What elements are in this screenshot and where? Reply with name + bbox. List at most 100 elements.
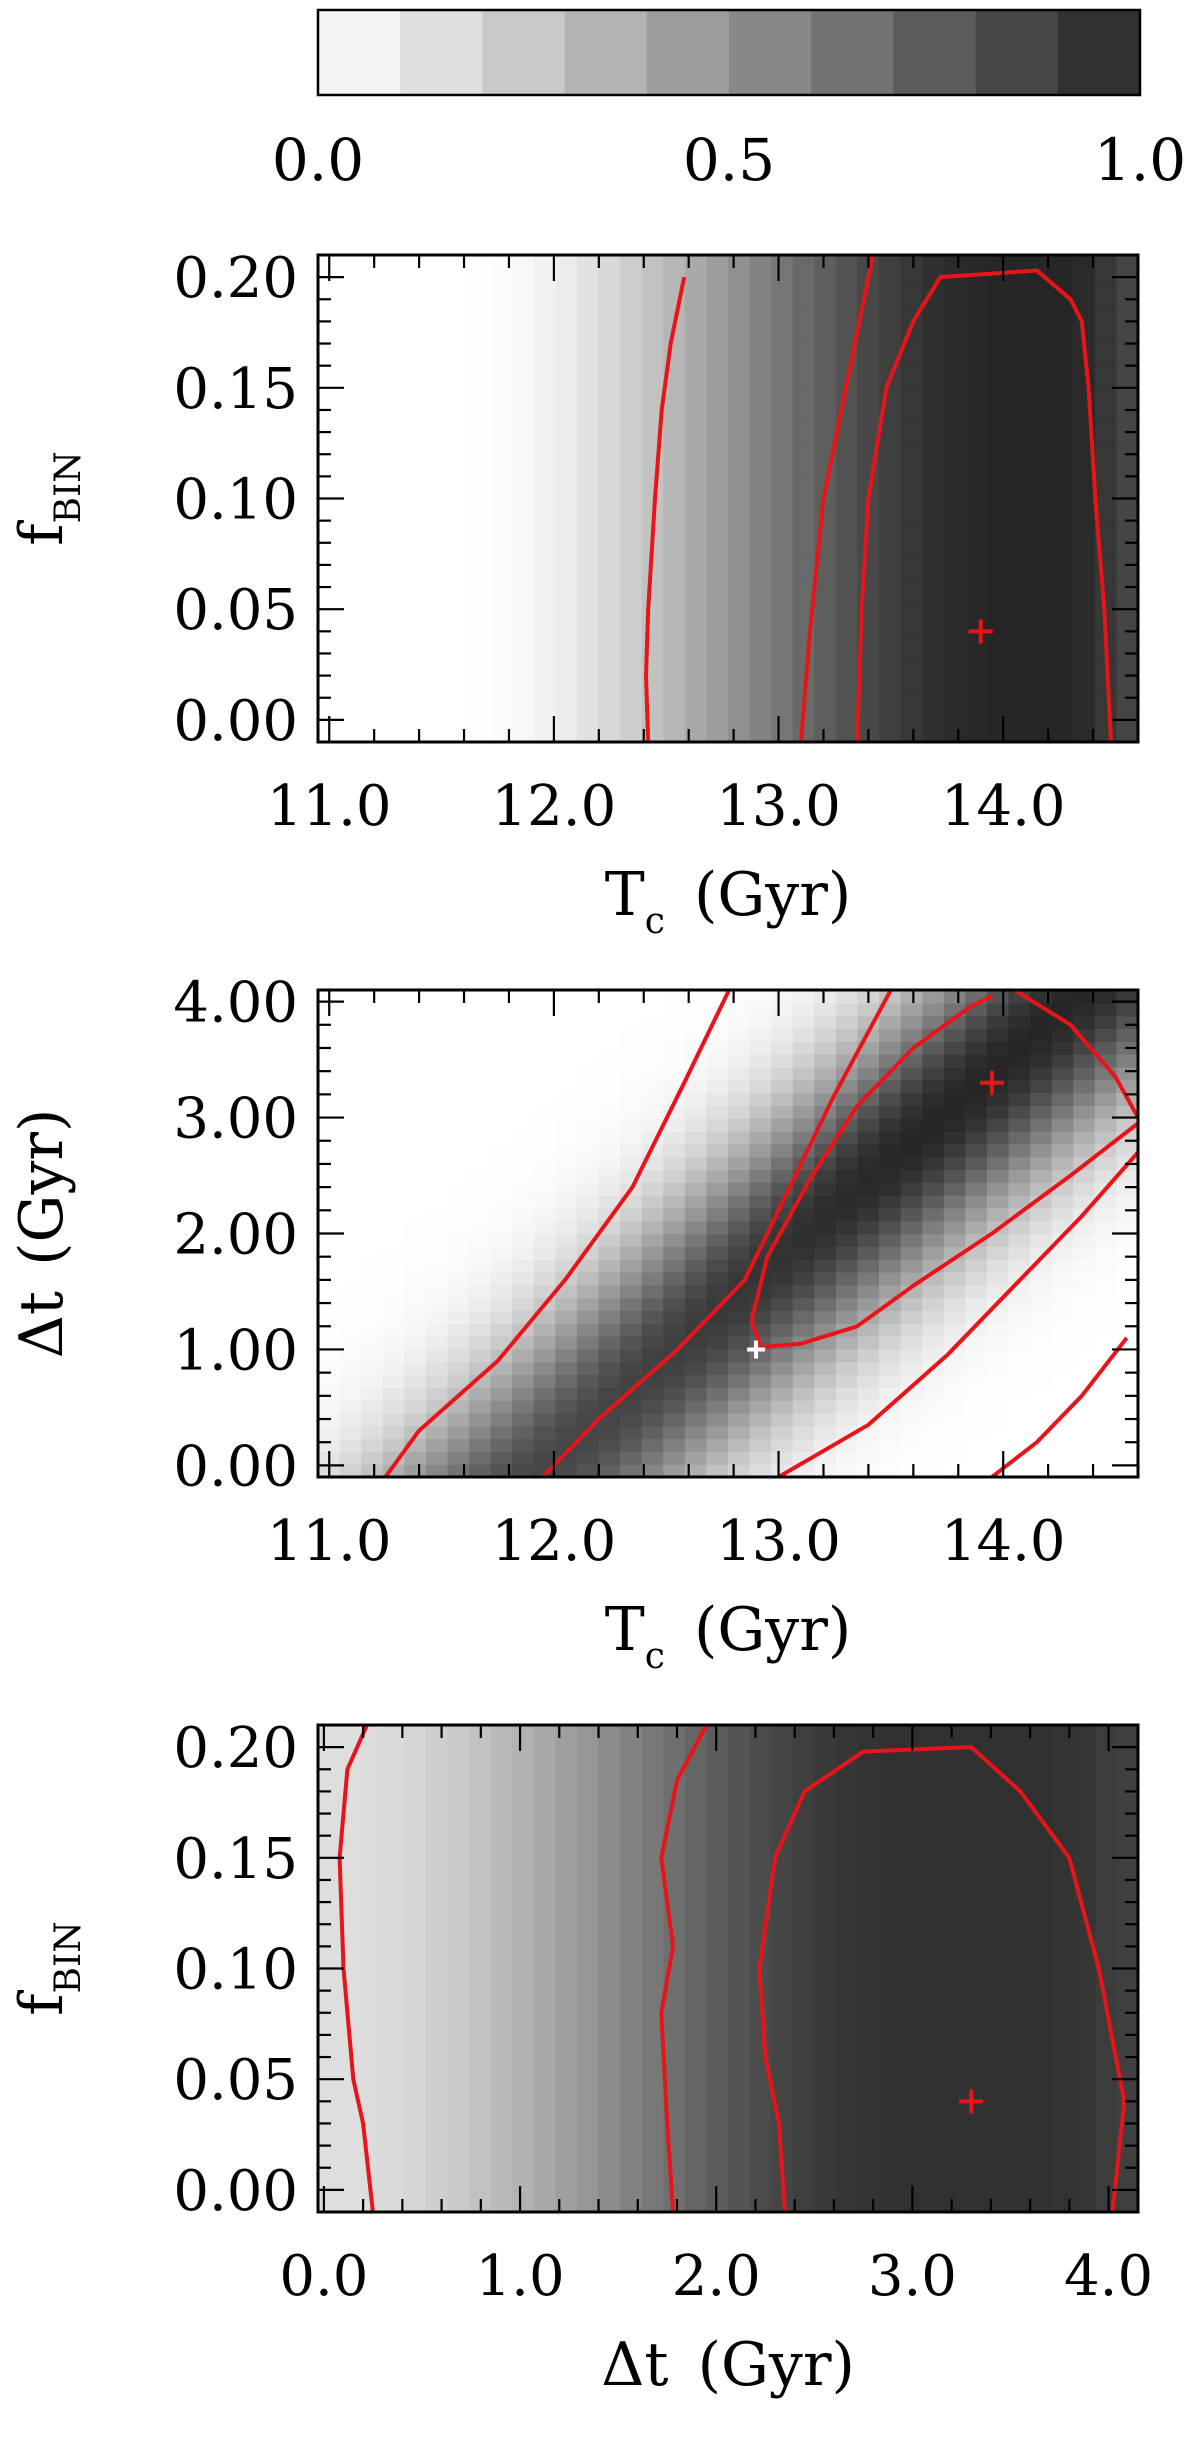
heatmap-cell: [1051, 1348, 1074, 1363]
heatmap-cell: [404, 1752, 427, 1780]
heatmap-cell: [965, 1233, 988, 1247]
heatmap-cell: [943, 2076, 966, 2105]
heatmap-cell: [1008, 1387, 1031, 1401]
heatmap-cell: [1073, 1968, 1096, 1997]
heatmap-cell: [512, 1833, 535, 1861]
x-axis-title-sub: c: [645, 1636, 665, 1677]
heatmap-cell: [318, 471, 341, 500]
heatmap-cell: [814, 1374, 837, 1388]
heatmap-cell: [835, 309, 859, 337]
heatmap-cell: [749, 1779, 772, 1807]
heatmap-cell: [814, 1246, 837, 1260]
heatmap-cell: [339, 1361, 362, 1376]
heatmap-cell: [1094, 1233, 1118, 1247]
heatmap-cell: [965, 525, 988, 554]
heatmap-cell: [447, 1207, 470, 1222]
heatmap-cell: [728, 1361, 751, 1376]
heatmap-cell: [922, 579, 945, 608]
heatmap-cell: [986, 1860, 1010, 1888]
heatmap-cell: [425, 1412, 449, 1427]
heatmap-cell: [555, 1752, 578, 1780]
heatmap-cell: [339, 282, 362, 310]
contour-lines: [383, 990, 1138, 1477]
heatmap-cell: [404, 2022, 427, 2051]
heatmap-cell: [857, 1887, 880, 1915]
heatmap-cell: [900, 660, 923, 689]
heatmap-cell: [447, 2130, 470, 2159]
heatmap-cell: [943, 2049, 966, 2078]
heatmap-cell: [598, 1323, 621, 1337]
heatmap-cell: [469, 282, 492, 310]
heatmap-cell: [706, 1079, 729, 1094]
heatmap-cell: [943, 606, 966, 635]
heatmap-cell: [814, 687, 837, 716]
heatmap-cell: [1116, 2157, 1139, 2186]
heatmap-cell: [533, 1182, 556, 1196]
heatmap-cell: [792, 1002, 815, 1017]
heatmap-cell: [339, 1054, 362, 1068]
heatmap-cell: [620, 2103, 643, 2132]
heatmap-cell: [404, 1284, 427, 1299]
heatmap-cell: [361, 1806, 384, 1834]
heatmap-cell: [490, 1284, 513, 1299]
colorbar-tick-label: 0.0: [272, 126, 364, 194]
heatmap-cell: [835, 1195, 859, 1209]
heatmap-cell: [986, 417, 1010, 445]
heatmap-cell: [792, 552, 815, 581]
heatmap-cell: [512, 1438, 535, 1452]
heatmap-cell: [857, 1400, 880, 1414]
heatmap-cell: [1094, 1195, 1118, 1209]
colorbar-level-6: [811, 10, 894, 95]
heatmap-cell: [814, 1169, 837, 1183]
heatmap-cell: [1051, 1195, 1074, 1209]
heatmap-cell: [749, 1195, 772, 1209]
heatmap-cell: [922, 1310, 945, 1324]
heatmap-cell: [533, 1438, 556, 1452]
heatmap-cell: [382, 2130, 405, 2159]
heatmap-cell: [404, 336, 427, 364]
heatmap-cell: [1073, 1412, 1096, 1427]
heatmap-cell: [965, 1361, 988, 1376]
heatmap-cell: [749, 1182, 772, 1196]
heatmap-cell: [879, 1182, 902, 1196]
heatmap-cell: [857, 1271, 880, 1286]
heatmap-cell: [1073, 498, 1096, 527]
y-axis-title-sub: BIN: [48, 1921, 89, 1993]
heatmap-cell: [835, 1833, 859, 1861]
heatmap-cell: [576, 579, 600, 608]
heatmap-cell: [533, 1806, 556, 1834]
y-axis-title-unit: (Gyr): [7, 1109, 77, 1266]
heatmap-cell: [771, 2049, 794, 2078]
heatmap-cell: [447, 1425, 470, 1440]
heatmap-cell: [1073, 1323, 1096, 1337]
heatmap-cell: [512, 1041, 535, 1055]
heatmap-cell: [943, 1207, 966, 1222]
heatmap-cell: [965, 1412, 988, 1427]
x-tick-label: 14.0: [941, 1509, 1066, 1574]
heatmap-cell: [1116, 1438, 1139, 1452]
heatmap-cell: [404, 1361, 427, 1376]
heatmap-cell: [965, 2157, 988, 2186]
heatmap-cell: [620, 1833, 643, 1861]
heatmap-cell: [512, 2103, 535, 2132]
heatmap-cell: [361, 2049, 384, 2078]
heatmap-cell: [339, 1169, 362, 1183]
heatmap-cell: [879, 1156, 902, 1171]
heatmap-cell: [598, 1041, 621, 1055]
heatmap-cell: [771, 1725, 794, 1753]
contour-line-1: [659, 1725, 709, 2212]
heatmap-cell: [576, 1833, 600, 1861]
heatmap-cell: [339, 1182, 362, 1196]
heatmap-cell: [1008, 2076, 1031, 2105]
heatmap-cell: [512, 1779, 535, 1807]
heatmap-cell: [857, 1169, 880, 1183]
heatmap-cell: [641, 390, 664, 418]
heatmap-cell: [771, 1002, 794, 1017]
heatmap-cell: [728, 1028, 751, 1042]
heatmap-cell: [512, 1968, 535, 1997]
heatmap-cell: [447, 1336, 470, 1350]
heatmap-cell: [598, 552, 621, 581]
heatmap-cell: [900, 687, 923, 716]
heatmap-cell: [490, 1464, 513, 1478]
